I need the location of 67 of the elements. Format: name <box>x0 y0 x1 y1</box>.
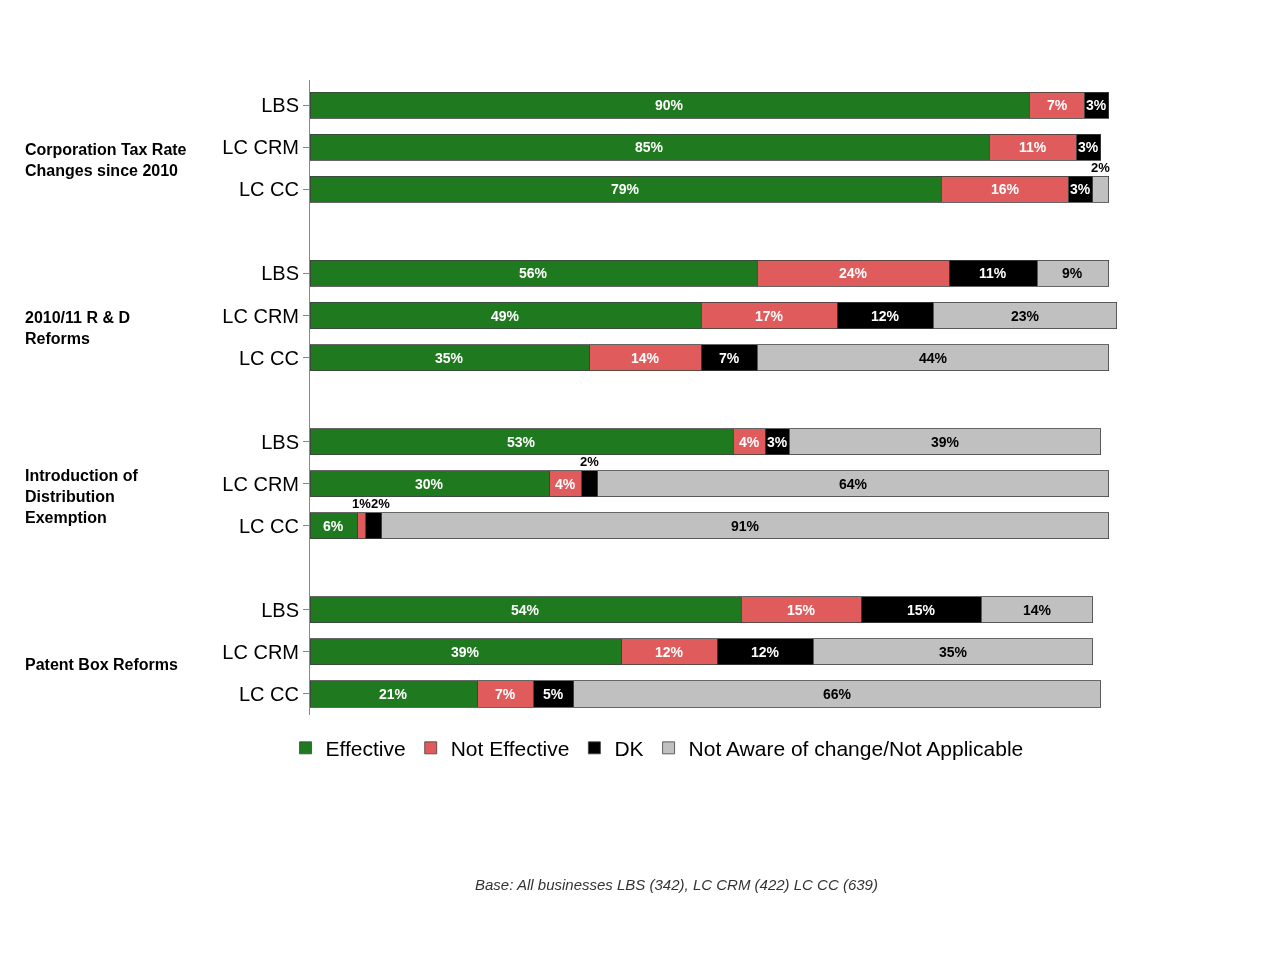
data-label: 49% <box>491 308 520 324</box>
data-label: 5% <box>543 686 564 702</box>
data-label: 24% <box>839 265 868 281</box>
legend-label: Not Aware of change/Not Applicable <box>688 737 1024 761</box>
data-label: 53% <box>507 434 536 450</box>
data-label: 64% <box>839 476 868 492</box>
data-label: 3% <box>1086 97 1107 113</box>
data-label: 2% <box>1091 160 1111 175</box>
legend-label: Effective <box>325 737 406 761</box>
data-label: 44% <box>919 350 948 366</box>
y-tick-label: LC CRM <box>222 472 299 495</box>
y-tick-label: LC CC <box>238 514 299 537</box>
y-tick-label: LC CRM <box>222 640 299 663</box>
y-tick-label: LC CRM <box>222 136 299 159</box>
data-label: 66% <box>823 686 852 702</box>
y-tick-label: LBS <box>261 262 299 285</box>
data-label: 7% <box>719 350 740 366</box>
y-tick-label: LC CC <box>238 178 299 201</box>
data-label: 2% <box>580 454 600 469</box>
data-label: 85% <box>635 139 664 155</box>
data-label: 2% <box>371 496 391 511</box>
data-label: 35% <box>435 350 464 366</box>
data-label: 11% <box>979 265 1007 281</box>
data-label: 91% <box>731 518 760 534</box>
y-tick-label: LBS <box>261 598 299 621</box>
data-label: 23% <box>1011 308 1040 324</box>
data-label: 1% <box>352 496 372 511</box>
data-label: 17% <box>755 308 784 324</box>
data-label: 15% <box>907 602 936 618</box>
data-label: 39% <box>931 434 960 450</box>
y-tick-label: LBS <box>261 430 299 453</box>
data-label: 54% <box>511 602 540 618</box>
data-label: 12% <box>655 644 684 660</box>
data-label: 35% <box>939 644 968 660</box>
text: Corporation Tax Rate Changes since 2010 <box>25 141 187 179</box>
data-label: 11% <box>1019 139 1047 155</box>
text: 2010/11 R & D Reforms <box>25 309 130 347</box>
data-label: 3% <box>767 434 788 450</box>
y-tick-label: LC CC <box>238 346 299 369</box>
data-label: 39% <box>451 644 480 660</box>
data-label: 3% <box>1078 139 1099 155</box>
legend-label: DK <box>614 737 644 761</box>
y-tick-label: LC CRM <box>222 304 299 327</box>
data-label: 79% <box>611 181 640 197</box>
data-label: 6% <box>323 518 344 534</box>
data-label: 15% <box>787 602 816 618</box>
y-tick-label: LC CC <box>238 682 299 705</box>
data-label: 4% <box>739 434 760 450</box>
text: Introduction of Distribution Exemption <box>25 467 139 526</box>
data-label: 12% <box>751 644 780 660</box>
data-label: 3% <box>1070 181 1091 197</box>
data-label: 7% <box>1047 97 1068 113</box>
data-label: 16% <box>991 181 1020 197</box>
text: Patent Box Reforms <box>25 656 179 673</box>
legend-label: Not Effective <box>450 737 570 761</box>
y-tick-label: LBS <box>261 94 299 117</box>
data-label: 30% <box>415 476 444 492</box>
data-label: 12% <box>871 308 900 324</box>
data-label: 4% <box>555 476 576 492</box>
data-label: 90% <box>655 97 684 113</box>
data-label: 21% <box>379 686 408 702</box>
data-label: 14% <box>631 350 660 366</box>
text: Base: All businesses LBS (342), LC CRM (422) LC CC (639) <box>475 876 878 893</box>
data-label: 56% <box>519 265 548 281</box>
data-label: 9% <box>1062 265 1083 281</box>
data-label: 14% <box>1023 602 1052 618</box>
data-label: 7% <box>495 686 516 702</box>
